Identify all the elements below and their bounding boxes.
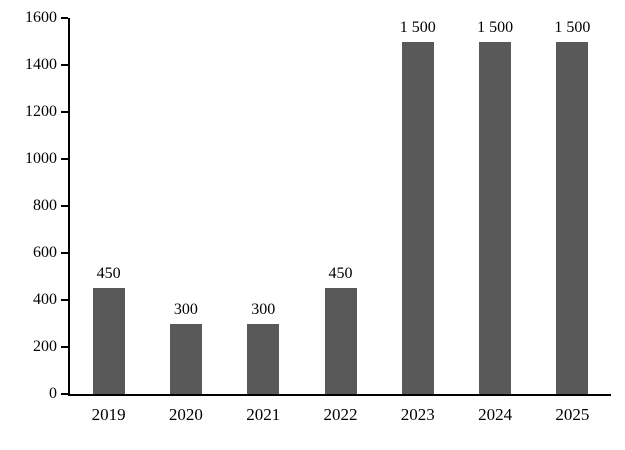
y-axis-tick-mark [61, 17, 68, 19]
bar-2020 [169, 323, 202, 394]
bar-value-label: 1 500 [554, 18, 591, 36]
x-axis-tick-label: 2022 [323, 405, 358, 424]
y-axis-tick-mark [61, 299, 68, 301]
y-axis-tick-label: 1400 [25, 56, 57, 73]
bar-2025 [556, 41, 589, 394]
y-axis-tick-label: 1600 [25, 9, 57, 26]
bar-value-label: 300 [173, 300, 198, 318]
x-axis-tick-label: 2025 [555, 405, 590, 424]
x-axis-tick-label: 2021 [246, 405, 281, 424]
y-axis-tick-label: 800 [33, 197, 57, 214]
y-axis-tick-label: 200 [33, 338, 57, 355]
bar-2019 [92, 288, 125, 394]
bar-value-label: 1 500 [399, 18, 436, 36]
y-axis-tick-mark [61, 111, 68, 113]
bar-value-label: 450 [328, 265, 353, 283]
y-axis-tick-mark [61, 158, 68, 160]
bar-2023 [401, 41, 434, 394]
bar-2024 [479, 41, 512, 394]
y-axis-tick-label: 600 [33, 244, 57, 261]
x-axis-tick-label: 2024 [478, 405, 513, 424]
bar-value-label: 450 [96, 265, 121, 283]
y-axis-tick-label: 1200 [25, 103, 57, 120]
y-axis-tick-mark [61, 393, 68, 395]
x-axis-tick-label: 2023 [400, 405, 435, 424]
y-axis-tick-mark [61, 205, 68, 207]
bar-value-label: 300 [251, 300, 276, 318]
y-axis-tick-label: 0 [49, 385, 57, 402]
bar-value-label: 1 500 [477, 18, 514, 36]
y-axis-tick-mark [61, 346, 68, 348]
bar-2021 [247, 323, 280, 394]
y-axis-tick-label: 1000 [25, 150, 57, 167]
y-axis-tick-label: 400 [33, 291, 57, 308]
y-axis-tick-mark [61, 64, 68, 66]
y-axis-tick-mark [61, 252, 68, 254]
x-axis-tick-label: 2019 [91, 405, 126, 424]
plot-area: 0 200 400 600 800 1000 1200 1400 1600 450 2019 300 2… [25, 10, 611, 423]
x-axis-tick-label: 2020 [168, 405, 203, 424]
bar-2022 [324, 288, 357, 394]
